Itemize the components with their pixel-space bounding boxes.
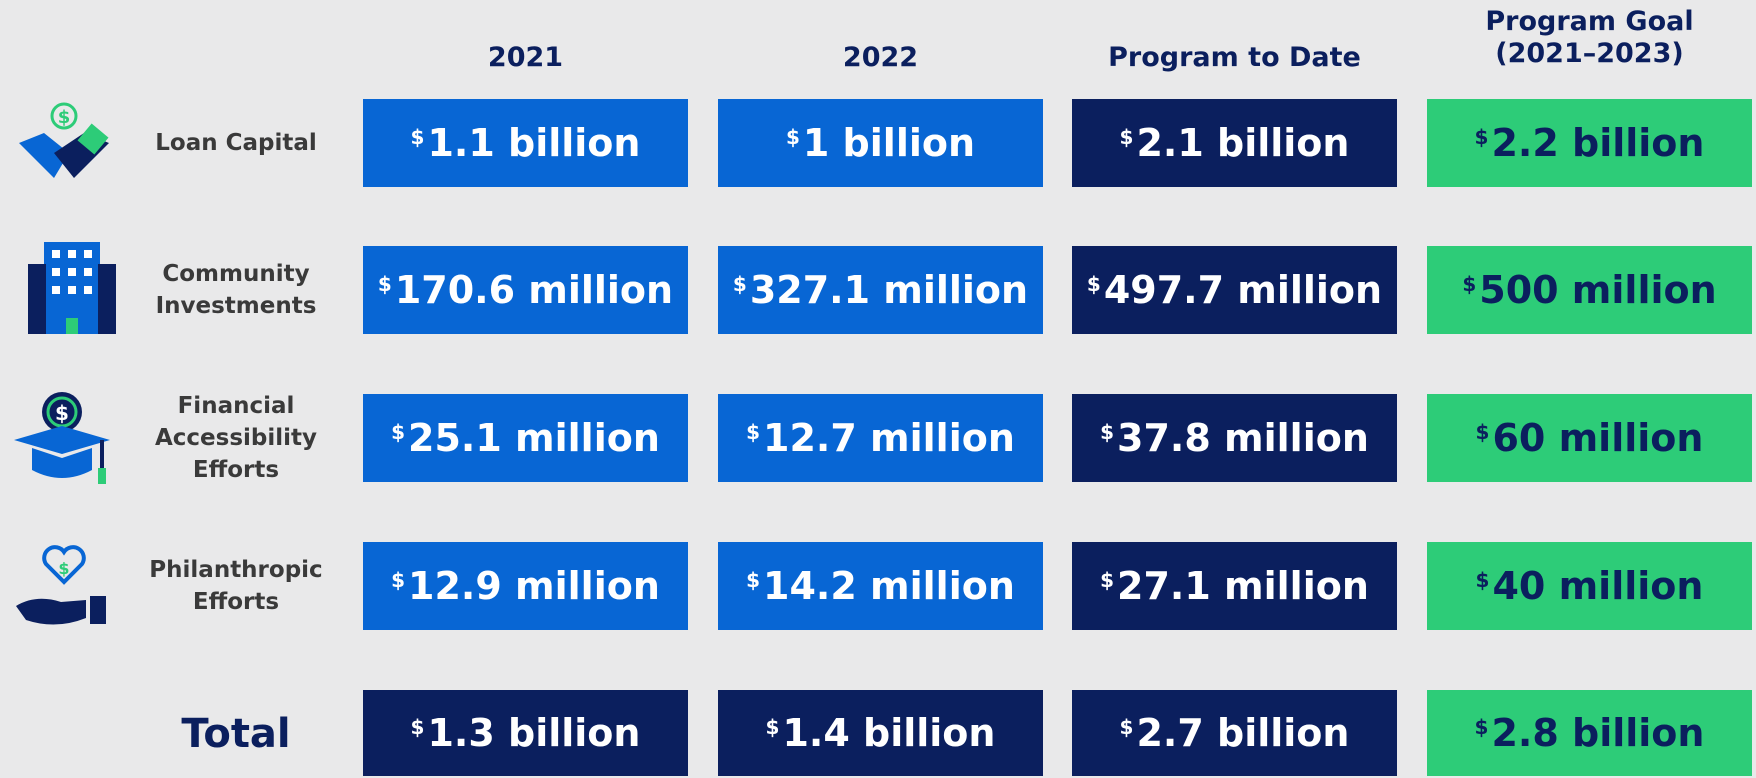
currency-symbol: $	[1462, 272, 1477, 296]
row-label: Philanthropic Efforts	[136, 542, 336, 630]
value-cell: $1.4 billion	[718, 690, 1043, 776]
currency-symbol: $	[765, 715, 780, 739]
header-line: Program Goal	[1485, 6, 1694, 37]
amount: 27.1 million	[1117, 564, 1369, 608]
currency-symbol: $	[391, 568, 406, 592]
label-line: Financial	[177, 393, 295, 419]
header-line: 2021	[487, 42, 564, 73]
amount: 1 billion	[802, 121, 976, 165]
value-cell: $2.1 billion	[1072, 99, 1397, 187]
value-cell: $60 million	[1427, 394, 1752, 482]
label-line: Loan Capital	[155, 130, 317, 156]
value-cell: $327.1 million	[718, 246, 1043, 334]
label-line: Investments	[155, 293, 317, 319]
amount: 497.7 million	[1103, 268, 1383, 312]
currency-symbol: $	[410, 125, 425, 149]
value-cell: $12.9 million	[363, 542, 688, 630]
column-header: 2022	[718, 42, 1043, 74]
currency-symbol: $	[1100, 568, 1115, 592]
amount: 2.8 billion	[1491, 711, 1705, 755]
currency-symbol: $	[1475, 568, 1490, 592]
currency-symbol: $	[785, 125, 800, 149]
icon-graduation: $	[14, 392, 110, 484]
icon-hand-heart: $	[16, 545, 106, 625]
svg-text:$: $	[58, 107, 71, 128]
value-cell: $1 billion	[718, 99, 1043, 187]
amount: 60 million	[1492, 416, 1704, 460]
row-label: Financial Accessibility Efforts	[136, 393, 336, 483]
amount: 2.1 billion	[1136, 121, 1350, 165]
amount: 1.1 billion	[427, 121, 641, 165]
header-line: 2022	[842, 42, 919, 73]
value-cell: $2.2 billion	[1427, 99, 1752, 187]
currency-symbol: $	[377, 272, 392, 296]
svg-text:$: $	[58, 559, 69, 578]
label-line: Efforts	[192, 457, 280, 483]
amount: 327.1 million	[749, 268, 1029, 312]
amount: 25.1 million	[408, 416, 660, 460]
value-cell: $170.6 million	[363, 246, 688, 334]
value-cell: $14.2 million	[718, 542, 1043, 630]
label-line: Efforts	[192, 589, 280, 615]
amount: 170.6 million	[394, 268, 674, 312]
currency-symbol: $	[1119, 715, 1134, 739]
currency-symbol: $	[1474, 715, 1489, 739]
amount: 2.2 billion	[1491, 121, 1705, 165]
column-header: Program Goal (2021–2023)	[1427, 6, 1752, 70]
row-label: Community Investments	[136, 246, 336, 334]
currency-symbol: $	[1119, 125, 1134, 149]
currency-symbol: $	[391, 420, 406, 444]
value-cell: $40 million	[1427, 542, 1752, 630]
value-cell: $497.7 million	[1072, 246, 1397, 334]
amount: 2.7 billion	[1136, 711, 1350, 755]
label-line: Accessibility	[154, 425, 318, 451]
amount: 12.7 million	[763, 416, 1015, 460]
column-header: Program to Date	[1072, 42, 1397, 74]
amount: 40 million	[1492, 564, 1704, 608]
value-cell: $500 million	[1427, 246, 1752, 334]
currency-symbol: $	[1475, 420, 1490, 444]
amount: 1.3 billion	[427, 711, 641, 755]
value-cell: $1.1 billion	[363, 99, 688, 187]
currency-symbol: $	[1474, 125, 1489, 149]
value-cell: $2.8 billion	[1427, 690, 1752, 776]
icon-handshake: $	[19, 102, 109, 178]
row-label: Loan Capital	[136, 99, 336, 187]
svg-text:$: $	[55, 401, 69, 425]
value-cell: $2.7 billion	[1072, 690, 1397, 776]
currency-symbol: $	[410, 715, 425, 739]
currency-symbol: $	[746, 568, 761, 592]
amount: 37.8 million	[1117, 416, 1369, 460]
header-line: (2021–2023)	[1495, 38, 1684, 69]
currency-symbol: $	[1086, 272, 1101, 296]
value-cell: $12.7 million	[718, 394, 1043, 482]
amount: 12.9 million	[408, 564, 660, 608]
currency-symbol: $	[746, 420, 761, 444]
label-line: Total	[181, 711, 291, 757]
value-cell: $27.1 million	[1072, 542, 1397, 630]
currency-symbol: $	[732, 272, 747, 296]
amount: 14.2 million	[763, 564, 1015, 608]
label-line: Philanthropic	[149, 557, 323, 583]
amount: 1.4 billion	[782, 711, 996, 755]
icon-building	[28, 242, 116, 334]
row-label: Total	[136, 690, 336, 778]
currency-symbol: $	[1100, 420, 1115, 444]
amount: 500 million	[1479, 268, 1717, 312]
label-line: Community	[162, 261, 310, 287]
value-cell: $25.1 million	[363, 394, 688, 482]
value-cell: $37.8 million	[1072, 394, 1397, 482]
value-cell: $1.3 billion	[363, 690, 688, 776]
column-header: 2021	[363, 42, 688, 74]
header-line: Program to Date	[1108, 42, 1361, 73]
